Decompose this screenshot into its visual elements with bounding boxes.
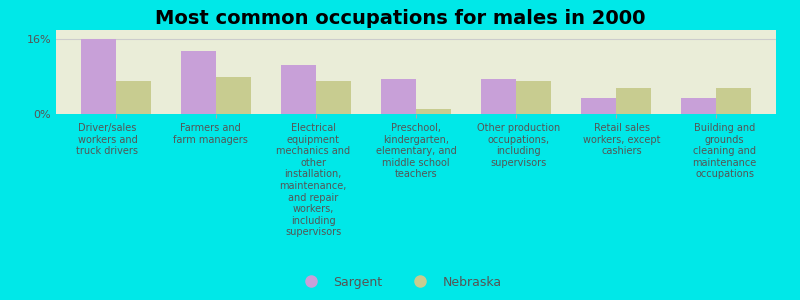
Text: Most common occupations for males in 2000: Most common occupations for males in 200… [154, 9, 646, 28]
Bar [716, 88, 751, 114]
Text: Other production
occupations,
including
supervisors: Other production occupations, including … [478, 123, 561, 168]
Bar [581, 98, 616, 114]
Bar [81, 39, 116, 114]
Text: Building and
grounds
cleaning and
maintenance
occupations: Building and grounds cleaning and mainte… [693, 123, 757, 179]
Bar [616, 88, 651, 114]
Text: Retail sales
workers, except
cashiers: Retail sales workers, except cashiers [583, 123, 661, 156]
Text: Preschool,
kindergarten,
elementary, and
middle school
teachers: Preschool, kindergarten, elementary, and… [376, 123, 456, 179]
Bar [181, 51, 216, 114]
Bar [516, 81, 551, 114]
Bar [681, 98, 716, 114]
Text: Driver/sales
workers and
truck drivers: Driver/sales workers and truck drivers [77, 123, 138, 156]
Bar [381, 79, 416, 114]
Text: Electrical
equipment
mechanics and
other
installation,
maintenance,
and repair
w: Electrical equipment mechanics and other… [276, 123, 350, 237]
Bar [416, 109, 451, 114]
Bar [281, 65, 316, 114]
Bar [481, 79, 516, 114]
Legend: Sargent, Nebraska: Sargent, Nebraska [294, 271, 506, 294]
Text: Farmers and
farm managers: Farmers and farm managers [173, 123, 248, 145]
Bar [116, 81, 151, 114]
Bar [216, 77, 251, 114]
Bar [316, 81, 351, 114]
